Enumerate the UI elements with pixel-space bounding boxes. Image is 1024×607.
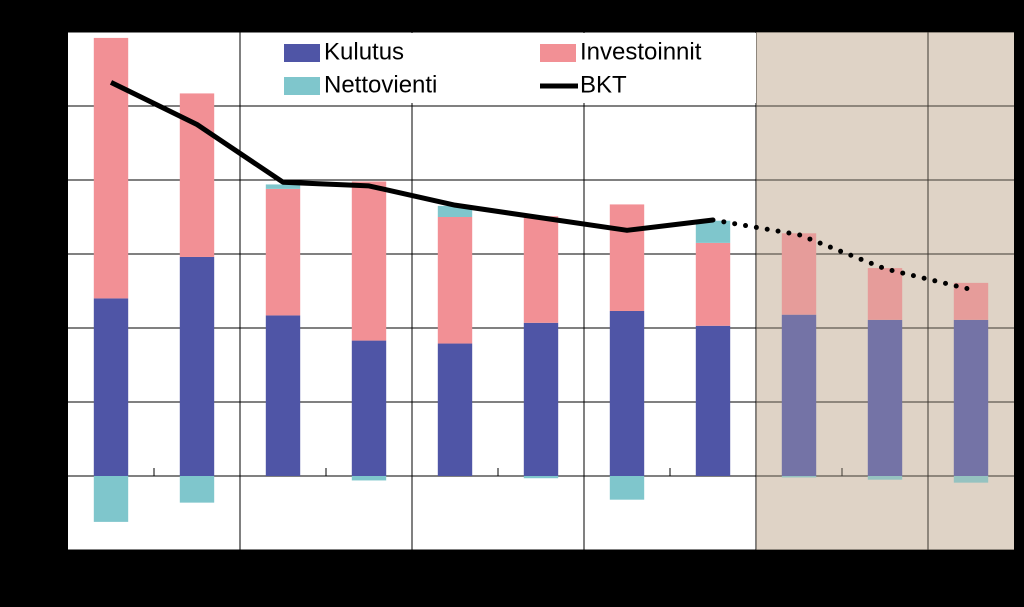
bar xyxy=(351,476,387,481)
bar xyxy=(953,282,989,320)
bar xyxy=(523,322,559,476)
legend-box xyxy=(242,33,756,103)
bar xyxy=(179,256,215,476)
line-forecast xyxy=(710,217,974,293)
legend-label: BKT xyxy=(580,71,627,98)
forecast-tint xyxy=(756,32,1014,550)
legend-swatch xyxy=(540,44,576,62)
bar xyxy=(695,242,731,326)
bar xyxy=(351,340,387,476)
bar xyxy=(351,181,387,341)
bar xyxy=(609,476,645,500)
bar xyxy=(93,476,129,522)
legend-swatch xyxy=(284,44,320,62)
line xyxy=(109,80,714,233)
bar xyxy=(781,314,817,476)
legend-swatch xyxy=(284,77,320,95)
bar xyxy=(523,216,559,323)
bar xyxy=(265,184,301,189)
legend-label: Kulutus xyxy=(324,38,404,65)
bar xyxy=(93,37,129,299)
bar xyxy=(437,217,473,344)
bar xyxy=(265,188,301,316)
bar xyxy=(179,476,215,503)
bar xyxy=(781,233,817,315)
bar xyxy=(953,319,989,476)
bar xyxy=(867,319,903,476)
bar xyxy=(695,325,731,476)
legend-label: Investoinnit xyxy=(580,38,702,65)
bar xyxy=(867,476,903,480)
bar xyxy=(523,476,559,479)
bar xyxy=(953,476,989,483)
bar xyxy=(437,205,473,217)
bar xyxy=(609,310,645,476)
bar xyxy=(93,298,129,476)
bar xyxy=(265,315,301,476)
legend-label: Nettovienti xyxy=(324,71,437,98)
bar xyxy=(695,220,731,243)
bar xyxy=(437,343,473,476)
bar xyxy=(867,268,903,320)
bar xyxy=(609,204,645,311)
bar xyxy=(781,476,817,478)
